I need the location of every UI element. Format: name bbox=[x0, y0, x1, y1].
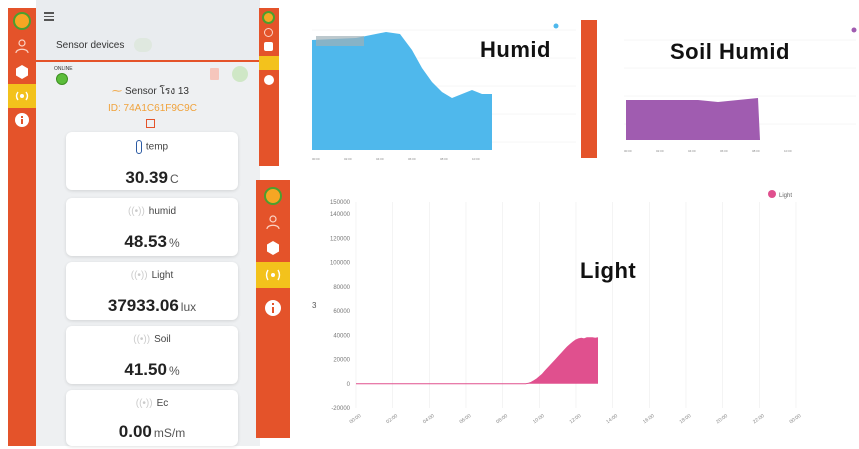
svg-text:10:00: 10:00 bbox=[784, 149, 792, 153]
x-tick-label: 08:00 bbox=[495, 413, 509, 425]
sensor-card-light: ((•)) Light 37933.06 lux bbox=[66, 262, 238, 320]
light-line bbox=[356, 337, 599, 385]
caption-humid: Humid bbox=[480, 37, 551, 62]
hexagon-icon[interactable] bbox=[8, 60, 36, 84]
sidebar-rail bbox=[8, 8, 36, 446]
hamburger-icon[interactable] bbox=[44, 12, 54, 21]
sensor-card-ec: ((•)) Ec 0.00 mS/m bbox=[66, 390, 238, 446]
x-tick-label: 22:00 bbox=[752, 413, 766, 425]
x-tick-label: 16:00 bbox=[642, 413, 656, 425]
humid-chart: 00:00 02:00 04:00 06:00 08:00 10:00 bbox=[296, 10, 580, 166]
sensor-unit: lux bbox=[180, 300, 197, 314]
x-tick-label: 00:00 bbox=[789, 413, 803, 425]
sensor-value: 48.53 bbox=[124, 232, 167, 251]
delete-icon[interactable] bbox=[210, 68, 219, 80]
x-tick-label: 12:00 bbox=[569, 413, 583, 425]
info-icon[interactable] bbox=[264, 75, 274, 85]
sensor-card-humid: ((•)) humid 48.53% bbox=[66, 198, 238, 256]
signal-icon: ⁓ bbox=[112, 86, 122, 97]
x-tick-label: 04:00 bbox=[422, 413, 436, 425]
thermometer-icon bbox=[135, 140, 142, 154]
logo-icon[interactable] bbox=[262, 11, 275, 24]
wireless-icon[interactable] bbox=[8, 84, 36, 108]
svg-text:04:00: 04:00 bbox=[376, 157, 384, 161]
user-icon[interactable] bbox=[256, 210, 290, 234]
info-icon[interactable] bbox=[8, 108, 36, 132]
info-icon[interactable] bbox=[256, 296, 290, 320]
divider-bar bbox=[581, 20, 597, 158]
x-tick-label: 06:00 bbox=[459, 413, 473, 425]
y-tick-label: 80000 bbox=[333, 285, 350, 291]
legend-marker bbox=[768, 190, 776, 198]
caption-light: Light bbox=[580, 258, 637, 283]
y-tick-label: 0 bbox=[347, 382, 351, 388]
x-tick-label: 10:00 bbox=[532, 413, 546, 425]
svg-text:00:00: 00:00 bbox=[624, 149, 632, 153]
wireless-icon[interactable] bbox=[256, 262, 290, 288]
svg-text:08:00: 08:00 bbox=[440, 157, 448, 161]
sensor-value: 30.39 bbox=[125, 168, 168, 187]
sensor-card-soil: ((•)) Soil 41.50% bbox=[66, 326, 238, 384]
panel-header bbox=[36, 0, 260, 62]
y-tick-label: 60000 bbox=[333, 309, 350, 315]
sensor-unit: C bbox=[169, 172, 179, 186]
svg-text:04:00: 04:00 bbox=[688, 149, 696, 153]
legend-label: Light bbox=[779, 193, 792, 199]
sensor-unit: % bbox=[168, 236, 180, 250]
soil-chart: 00:00 02:00 04:00 06:00 08:00 10:00 bbox=[608, 20, 858, 166]
caption-soil: Soil Humid bbox=[670, 39, 790, 64]
svg-text:02:00: 02:00 bbox=[656, 149, 664, 153]
chart-link-icon[interactable] bbox=[146, 119, 155, 128]
y-tick-label: 40000 bbox=[333, 333, 350, 339]
wireless-icon[interactable] bbox=[259, 56, 279, 70]
device-name: ⁓ Sensor โรง 13 bbox=[112, 86, 189, 97]
svg-text:06:00: 06:00 bbox=[408, 157, 416, 161]
light-area bbox=[356, 337, 598, 384]
wireless-icon: ((•)) bbox=[135, 398, 153, 409]
user-icon[interactable] bbox=[264, 28, 273, 37]
sensor-value: 37933.06 bbox=[107, 296, 179, 315]
svg-text:08:00: 08:00 bbox=[752, 149, 760, 153]
status-indicator bbox=[56, 73, 68, 85]
user-icon[interactable] bbox=[8, 34, 36, 58]
y-tick-label: 20000 bbox=[333, 358, 350, 364]
page-title: Sensor devices bbox=[56, 40, 125, 51]
svg-text:06:00: 06:00 bbox=[720, 149, 728, 153]
sensor-unit: % bbox=[168, 364, 180, 378]
logo-icon[interactable] bbox=[259, 184, 287, 208]
axis-extra-label: 3 bbox=[312, 301, 317, 310]
y-tick-label: 140000 bbox=[330, 212, 351, 218]
y-tick-label: 150000 bbox=[330, 200, 351, 206]
hexagon-icon[interactable] bbox=[256, 236, 290, 260]
svg-text:10:00: 10:00 bbox=[472, 157, 480, 161]
toggle-icon[interactable] bbox=[134, 38, 152, 52]
svg-text:00:00: 00:00 bbox=[312, 157, 320, 161]
wireless-icon: ((•)) bbox=[130, 270, 148, 281]
x-tick-label: 18:00 bbox=[679, 413, 693, 425]
svg-text:02:00: 02:00 bbox=[344, 157, 352, 161]
y-tick-label: 120000 bbox=[330, 236, 351, 242]
wireless-icon: ((•)) bbox=[127, 206, 145, 217]
sensor-card-temp: temp 30.39 C bbox=[66, 132, 238, 190]
sensor-value: 41.50 bbox=[124, 360, 167, 379]
sensor-unit: mS/m bbox=[153, 426, 186, 440]
y-tick-label: 100000 bbox=[330, 261, 351, 267]
sensor-value: 0.00 bbox=[118, 422, 152, 441]
x-tick-label: 20:00 bbox=[715, 413, 729, 425]
device-id: ID: 74A1C61F9C9C bbox=[108, 103, 197, 114]
light-chart: 150000 140000 120000 100000 80000 60000 40000 2… bbox=[296, 182, 816, 444]
wireless-icon: ((•)) bbox=[133, 334, 151, 345]
y-tick-label: -20000 bbox=[331, 406, 350, 412]
x-tick-label: 00:00 bbox=[349, 413, 363, 425]
logo-icon[interactable] bbox=[11, 10, 33, 32]
hexagon-icon[interactable] bbox=[264, 42, 273, 51]
x-tick-label: 14:00 bbox=[605, 413, 619, 425]
x-tick-label: 02:00 bbox=[385, 413, 399, 425]
check-icon[interactable] bbox=[232, 66, 248, 82]
status-label: ONLINE bbox=[54, 66, 73, 72]
